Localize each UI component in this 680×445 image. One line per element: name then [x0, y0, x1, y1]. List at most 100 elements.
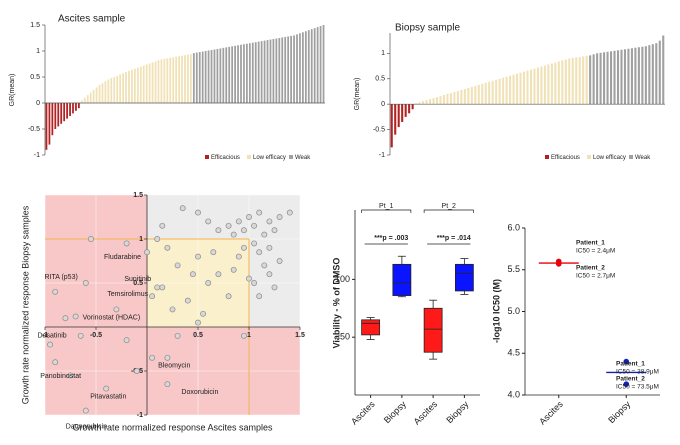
bar	[322, 25, 325, 103]
point	[271, 284, 278, 291]
annotation-ic50: IC50 = 2.7μM	[576, 273, 615, 280]
bar	[213, 49, 216, 103]
bar	[502, 77, 505, 105]
bar	[142, 65, 145, 103]
point	[276, 258, 283, 264]
bar	[606, 51, 609, 105]
point	[154, 236, 161, 242]
bar	[404, 104, 407, 117]
bar	[225, 47, 228, 103]
point	[174, 262, 181, 269]
group-bracket	[361, 209, 412, 213]
bar	[408, 104, 411, 114]
bar	[571, 57, 574, 105]
labeled-point	[149, 293, 156, 300]
bar	[316, 27, 319, 103]
legend-label: Weak	[635, 155, 651, 161]
y-tick-label: 0.5	[30, 74, 40, 81]
point	[276, 214, 283, 220]
bar	[184, 55, 186, 103]
bar	[474, 85, 477, 105]
point	[623, 381, 630, 387]
point-label: Pitavastatin	[90, 393, 126, 400]
bar	[397, 104, 400, 128]
bar	[195, 52, 198, 103]
bar	[95, 87, 98, 103]
point	[230, 266, 237, 273]
bar	[78, 103, 80, 109]
point	[205, 218, 212, 225]
bar	[160, 59, 163, 103]
point	[225, 222, 232, 229]
box	[361, 319, 381, 336]
bar	[540, 66, 543, 105]
legend-swatch	[247, 155, 251, 159]
y-tick-label: 0.5	[375, 76, 385, 83]
bar	[630, 48, 633, 105]
y-tick-label: 0.5	[133, 280, 143, 287]
chart-title: Ascites sample	[58, 14, 126, 25]
point	[271, 227, 278, 234]
point	[133, 368, 140, 374]
y-tick-label: -1	[137, 412, 143, 419]
labeled-point	[144, 249, 150, 256]
bar	[422, 101, 425, 105]
point	[164, 354, 171, 361]
point	[195, 253, 201, 260]
bar	[582, 56, 585, 105]
y-tick-label: -0.5	[28, 126, 40, 133]
bar	[187, 54, 189, 103]
x-tick-label: -1	[42, 332, 48, 339]
point	[251, 280, 258, 286]
bar	[101, 83, 104, 103]
point-label: Sunitinib	[124, 276, 151, 283]
bar	[432, 98, 435, 105]
bar	[415, 103, 418, 105]
bar	[648, 45, 651, 105]
bar	[484, 82, 487, 105]
y-tick-label: -1	[379, 152, 385, 159]
bar	[299, 33, 301, 103]
bar	[257, 41, 260, 103]
bar	[151, 62, 154, 103]
bar	[234, 45, 236, 103]
y-tick-label: 6.0	[507, 222, 520, 232]
bar	[533, 68, 536, 105]
bar	[319, 26, 322, 103]
bar	[456, 90, 459, 105]
bar	[45, 103, 48, 150]
bar	[219, 48, 222, 103]
point	[52, 288, 59, 295]
point	[159, 284, 166, 291]
bar	[655, 43, 658, 105]
point	[251, 222, 258, 229]
bar	[201, 51, 204, 103]
labeled-point	[149, 354, 156, 361]
point	[235, 253, 242, 260]
point-label: Vorinostat (HDAC)	[83, 314, 141, 321]
bar	[266, 40, 269, 103]
bar	[505, 76, 508, 105]
bar	[104, 81, 107, 103]
bar	[585, 55, 588, 105]
x-tick-label: Biopsy	[444, 399, 471, 426]
point	[164, 244, 171, 251]
legend-label: Efficacious	[211, 155, 240, 161]
y-tick-label: -0.5	[373, 126, 385, 133]
bar	[418, 102, 421, 105]
bar	[543, 65, 546, 105]
bar	[48, 103, 51, 145]
bar	[275, 38, 278, 103]
bar	[578, 56, 581, 105]
bar	[246, 43, 248, 103]
bar	[57, 103, 60, 127]
bar	[564, 59, 567, 105]
bar	[287, 36, 290, 103]
bar	[536, 67, 539, 105]
bar	[231, 46, 234, 103]
bar	[190, 54, 192, 103]
point	[256, 249, 263, 256]
bar	[75, 103, 77, 111]
bar	[302, 32, 304, 103]
bar	[467, 87, 470, 105]
